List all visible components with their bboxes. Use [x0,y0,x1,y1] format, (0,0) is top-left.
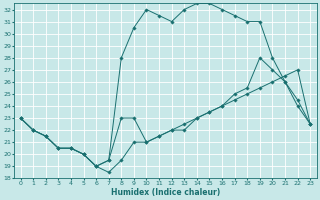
X-axis label: Humidex (Indice chaleur): Humidex (Indice chaleur) [111,188,220,197]
